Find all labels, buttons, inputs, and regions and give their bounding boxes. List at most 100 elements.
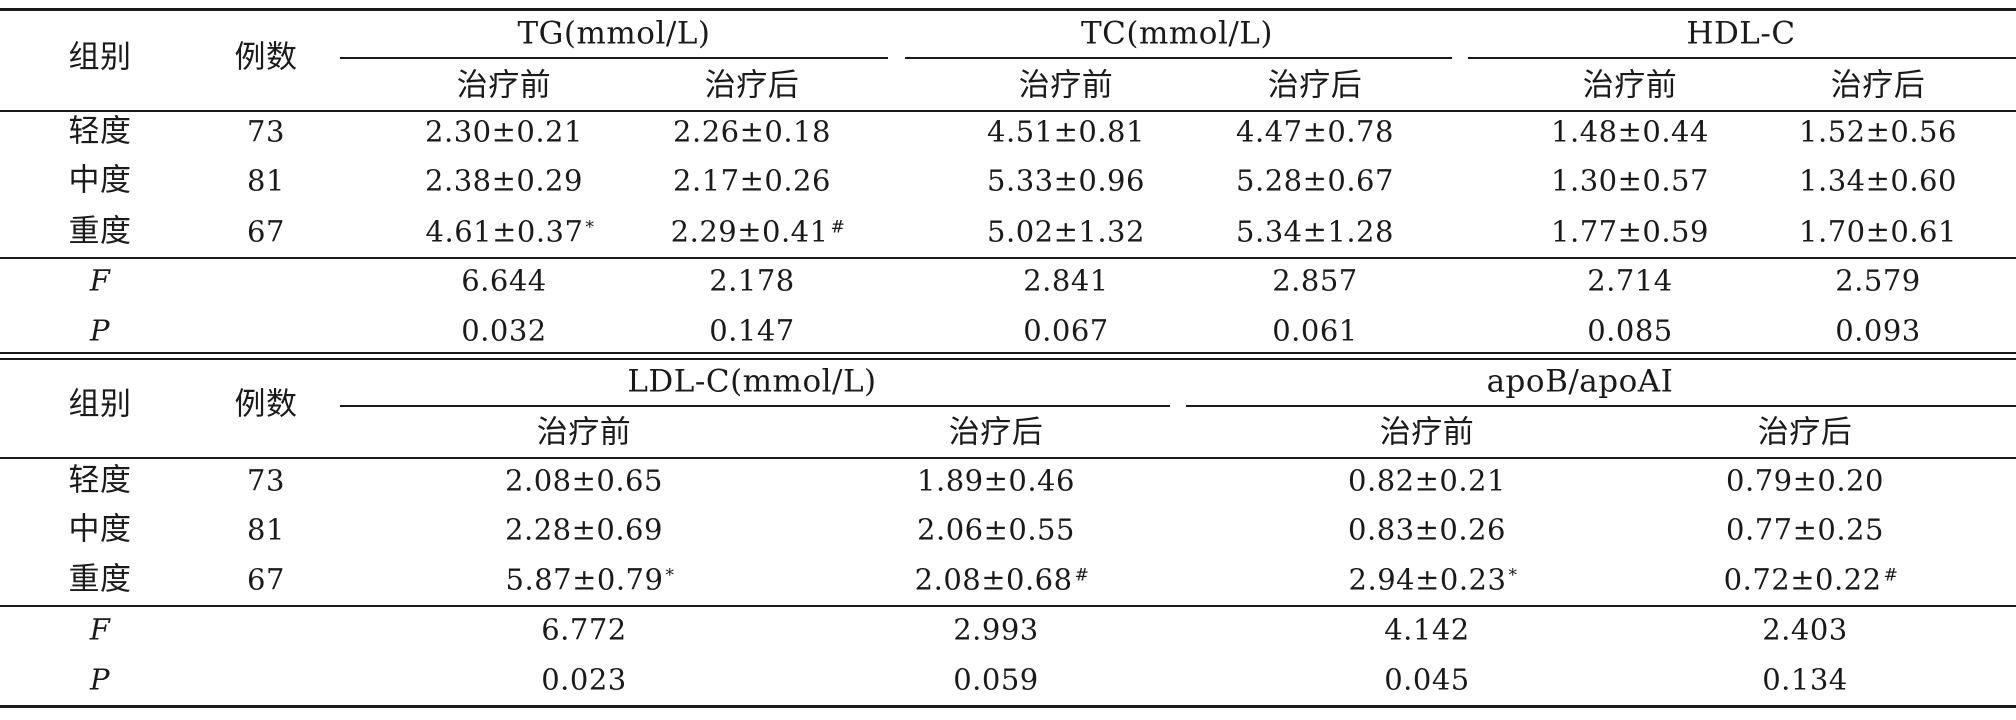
table-cell: 4.142 <box>1384 612 1470 647</box>
table-cell: 2.26±0.18 <box>673 114 831 149</box>
header-count: 例数 <box>234 39 298 76</box>
table-cell: 2.993 <box>953 612 1039 647</box>
header-group: 组别 <box>68 39 132 76</box>
stat-label-f: F <box>89 263 111 298</box>
table-cell: 2.714 <box>1587 263 1673 298</box>
table-1-top-rule <box>0 8 2016 11</box>
table-cell: 1.48±0.44 <box>1551 114 1709 149</box>
row-count: 81 <box>247 163 285 198</box>
table-cell: 1.30±0.57 <box>1551 163 1709 198</box>
stat-label-p: P <box>89 313 111 348</box>
table-cell: 6.772 <box>541 612 627 647</box>
table-cell: 0.83±0.26 <box>1348 512 1506 547</box>
significance-mark: * <box>665 565 675 586</box>
table-cell: 2.857 <box>1272 263 1358 298</box>
table-cell: 5.02±1.32 <box>987 214 1145 249</box>
table-cell: 0.061 <box>1272 313 1358 348</box>
table-2-stats-rule <box>0 605 2016 607</box>
table-cell: 2.94±0.23 * <box>1348 562 1518 597</box>
table-cell: 1.34±0.60 <box>1799 163 1957 198</box>
row-group-label: 中度 <box>68 511 132 548</box>
table-cell: 2.403 <box>1762 612 1848 647</box>
row-count: 67 <box>247 214 285 249</box>
table-cell: 4.47±0.78 <box>1236 114 1394 149</box>
header-hdl: HDL-C <box>1686 15 1796 52</box>
significance-mark: # <box>1074 565 1090 586</box>
table-cell: 0.059 <box>953 662 1039 697</box>
table-cell: 1.70±0.61 <box>1799 214 1957 249</box>
significance-mark: # <box>1883 565 1899 586</box>
table-cell: 1.52±0.56 <box>1799 114 1957 149</box>
table-cell: 2.579 <box>1835 263 1921 298</box>
header-count: 例数 <box>234 386 298 423</box>
significance-mark: # <box>830 217 846 238</box>
row-count: 73 <box>247 114 285 149</box>
header-tc-before: 治疗前 <box>1018 67 1114 104</box>
table-cell: 0.134 <box>1762 662 1848 697</box>
table-cell: 5.87±0.79 * <box>505 562 675 597</box>
table-cell: 0.147 <box>709 313 795 348</box>
table-cell: 2.28±0.69 <box>505 512 663 547</box>
row-count: 67 <box>247 562 285 597</box>
table-cell: 2.17±0.26 <box>673 163 831 198</box>
table-cell: 0.067 <box>1023 313 1109 348</box>
table-cell: 5.28±0.67 <box>1236 163 1394 198</box>
header-apo-before: 治疗前 <box>1379 414 1475 451</box>
stat-label-p: P <box>89 662 111 697</box>
significance-mark: * <box>585 217 595 238</box>
table-cell: 2.38±0.29 <box>425 163 583 198</box>
table-cell: 2.06±0.55 <box>917 512 1075 547</box>
table-separator-rule-2 <box>0 358 2016 360</box>
header-apo: apoB/apoAⅠ <box>1486 363 1674 400</box>
header-ldl-before: 治疗前 <box>536 414 632 451</box>
table-cell: 1.89±0.46 <box>917 463 1075 498</box>
header-tc: TC(mmol/L) <box>1081 15 1273 52</box>
table-cell: 2.841 <box>1023 263 1109 298</box>
ldl-span-rule <box>340 405 1170 407</box>
hdl-span-rule <box>1468 57 2016 59</box>
table-1-header-rule <box>0 110 2016 112</box>
table-cell: 1.77±0.59 <box>1551 214 1709 249</box>
table-cell: 4.51±0.81 <box>987 114 1145 149</box>
table-cell: 0.79±0.20 <box>1726 463 1884 498</box>
table-cell: 5.34±1.28 <box>1236 214 1394 249</box>
table-cell: 0.085 <box>1587 313 1673 348</box>
row-group-label: 轻度 <box>68 462 132 499</box>
table-cell: 2.29±0.41 # <box>670 214 846 249</box>
header-ldl-after: 治疗后 <box>948 414 1044 451</box>
table-cell: 0.72±0.22 # <box>1723 562 1899 597</box>
row-group-label: 重度 <box>68 213 132 250</box>
table-2-bottom-rule <box>0 705 2016 708</box>
table-cell: 0.093 <box>1835 313 1921 348</box>
table-2-header-rule <box>0 457 2016 459</box>
table-cell: 6.644 <box>461 263 547 298</box>
table-cell: 2.178 <box>709 263 795 298</box>
table-separator-rule-1 <box>0 352 2016 354</box>
header-tc-after: 治疗后 <box>1267 67 1363 104</box>
row-group-label: 中度 <box>68 162 132 199</box>
apo-span-rule <box>1186 405 2016 407</box>
header-apo-after: 治疗后 <box>1757 414 1853 451</box>
header-tg-before: 治疗前 <box>456 67 552 104</box>
stat-label-f: F <box>89 612 111 647</box>
significance-mark: * <box>1508 565 1518 586</box>
header-group: 组别 <box>68 386 132 423</box>
table-cell: 4.61±0.37 * <box>425 214 595 249</box>
table-cell: 2.08±0.68 # <box>914 562 1090 597</box>
table-cell: 0.045 <box>1384 662 1470 697</box>
header-hdl-after: 治疗后 <box>1830 67 1926 104</box>
table-cell: 2.30±0.21 <box>425 114 583 149</box>
row-group-label: 轻度 <box>68 113 132 150</box>
table-cell: 0.82±0.21 <box>1348 463 1506 498</box>
table-cell: 5.33±0.96 <box>987 163 1145 198</box>
table-1-stats-rule <box>0 257 2016 259</box>
table-cell: 0.023 <box>541 662 627 697</box>
table-cell: 0.77±0.25 <box>1726 512 1884 547</box>
header-tg: TG(mmol/L) <box>517 15 711 52</box>
header-ldl: LDL-C(mmol/L) <box>627 363 877 400</box>
row-count: 73 <box>247 463 285 498</box>
row-count: 81 <box>247 512 285 547</box>
row-group-label: 重度 <box>68 561 132 598</box>
table-cell: 2.08±0.65 <box>505 463 663 498</box>
header-hdl-before: 治疗前 <box>1582 67 1678 104</box>
